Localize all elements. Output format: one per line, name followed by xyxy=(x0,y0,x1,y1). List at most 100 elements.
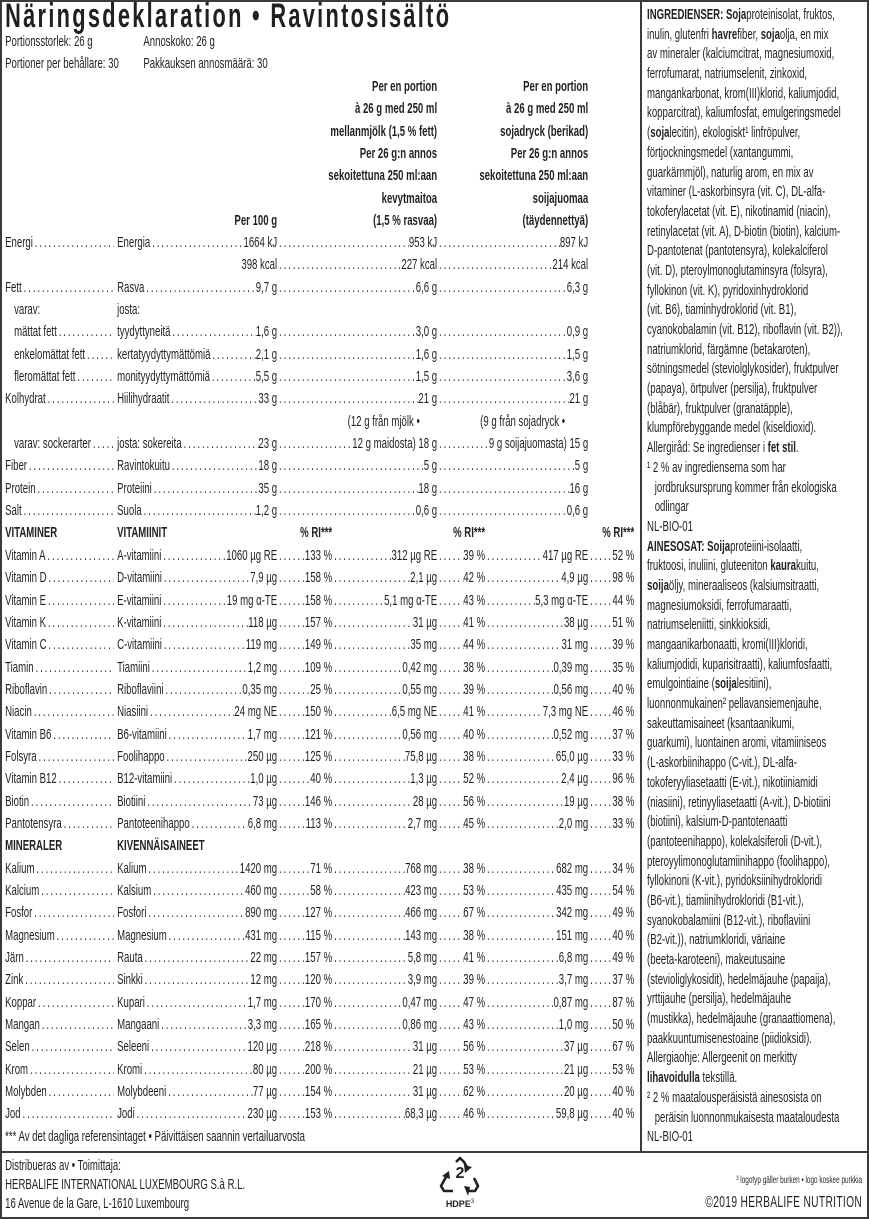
leader-dots xyxy=(277,433,352,455)
cell: 312 µg RE xyxy=(332,545,438,567)
value-per-100g: 1,0 µg xyxy=(250,770,278,788)
cell: 0,52 mg xyxy=(485,724,588,746)
leader-dots xyxy=(46,388,114,410)
value-milk: 6,5 mg NE xyxy=(391,703,438,721)
value-milk: 953 kJ xyxy=(408,234,438,251)
cell: Vitamin D xyxy=(5,567,114,589)
ingredients-line: fyllokinoni (K-vit.), pyridoksiinihydrok… xyxy=(647,872,823,890)
ri-per-100g: 158 % xyxy=(304,569,333,587)
recycle-icon xyxy=(439,1156,480,1196)
cell: VITAMIINIT xyxy=(117,522,277,544)
value-milk: 12 g maidosta) 18 g xyxy=(352,435,438,453)
leader-dots xyxy=(143,969,251,991)
cell: 423 mg xyxy=(332,880,437,902)
cell: Riboflavin xyxy=(5,679,114,701)
leader-dots xyxy=(332,1014,402,1036)
leader-dots xyxy=(332,768,410,790)
mineral-row: Krom Kromi 80 µg 200 % 21 µg 53 % 21 µg 53 % xyxy=(0,1059,640,1081)
value-soy: 2,0 mg xyxy=(558,814,589,832)
nutrient-name-fi: Seleeni xyxy=(117,1038,150,1056)
ri-milk: 43 % xyxy=(463,591,486,609)
ri-milk: 40 % xyxy=(463,725,486,743)
cell: Vitamin K xyxy=(5,612,114,634)
leader-dots xyxy=(33,232,114,254)
value-soy: 21 µg xyxy=(563,1060,589,1078)
nutrient-name-sv: Krom xyxy=(5,1060,29,1078)
ri-soy: 37 % xyxy=(612,725,635,743)
nutrient-row: varav: sockerarter josta: sokereita 23 g 12… xyxy=(0,433,640,455)
ri-milk: 38 % xyxy=(463,658,486,676)
cell: Foolihappo 250 µg xyxy=(117,746,277,768)
cell: 0,56 mg xyxy=(485,679,588,701)
cell: 31 µg xyxy=(332,1036,437,1058)
leader-dots xyxy=(437,880,463,902)
value-soy: 214 kcal xyxy=(552,256,589,274)
nutrient-name-sv: Vitamin A xyxy=(5,546,46,564)
leader-dots xyxy=(151,880,245,902)
leader-dots xyxy=(485,545,542,567)
ingredients-line: kaliumjodidi, kuparisitraatti), kaliumfo… xyxy=(647,655,833,673)
value-per-100g: 5,5 g xyxy=(255,368,278,386)
leader-dots xyxy=(277,567,305,589)
cell: 43 % xyxy=(437,1014,485,1036)
leader-dots xyxy=(588,947,612,969)
vitamin-row: Biotin Biotiini 73 µg 146 % 28 µg 56 % 19 µg 38… xyxy=(0,791,640,813)
leader-dots xyxy=(437,858,463,880)
value-milk: 0,47 mg xyxy=(402,993,438,1011)
cell: 0,42 mg xyxy=(332,657,437,679)
header-milk-line: à 26 g med 250 ml xyxy=(354,100,438,118)
leader-dots xyxy=(332,1059,413,1081)
vitamins-header: VITAMINER VITAMIINIT % RI*** % RI*** % RI*** xyxy=(0,522,640,544)
leader-dots xyxy=(172,768,250,790)
leader-dots xyxy=(39,880,114,902)
milk-sugar-note: (12 g från mjölk • xyxy=(347,412,420,430)
nutrient-name-sv: enkelomättat fett xyxy=(14,345,86,363)
ri-milk: 62 % xyxy=(463,1083,486,1101)
ingredients-panel: INGREDIENSER: Sojaproteinisolat, fruktos… xyxy=(647,5,865,1147)
ri-milk: 38 % xyxy=(463,926,486,944)
cell: 109 % xyxy=(277,657,332,679)
ingredients-line: magnesiumoksidi, ferrofumaraatti, xyxy=(647,596,792,614)
leader-dots xyxy=(277,321,416,343)
value-soy: 37 µg xyxy=(563,1038,589,1056)
mineral-row: Zink Sinkki 12 mg 120 % 3,9 mg 39 % 3,7 mg 37 % xyxy=(0,969,640,991)
cell: 41 % xyxy=(437,612,485,634)
cell: 96 % xyxy=(588,768,634,790)
cell: (9 g från sojadryck • xyxy=(437,411,588,433)
cell: 3,7 mg xyxy=(485,969,588,991)
cell: Kalium 1420 mg xyxy=(117,858,277,880)
header-soy-line: Per en portion xyxy=(523,78,589,95)
ingredients-line: guarkärnmjöl), naturlig arom, en mix av xyxy=(647,163,814,181)
cell: 37 % xyxy=(588,724,634,746)
value-per-100g: 23 g xyxy=(258,435,278,453)
vitamin-row: Vitamin B6 B6-vitamiini 1,7 mg 121 % 0,56 mg… xyxy=(0,724,640,746)
ingredients-line: av mineraler (kalciumcitrat, magnesiumox… xyxy=(647,45,835,63)
cell: Proteiini 35 g xyxy=(117,478,277,500)
nutrient-name-sv: Selen xyxy=(5,1038,30,1056)
ri-per-100g: 133 % xyxy=(304,546,333,564)
cell: 125 % xyxy=(277,746,332,768)
leader-dots xyxy=(437,1036,463,1058)
ingredients-line: (papaya), örtpulver (persilja), fruktpul… xyxy=(647,380,818,398)
ingredients-line: (beeta-karoteeni), makeutusaine xyxy=(647,951,786,968)
cell: 39 % xyxy=(588,634,634,656)
value-per-100g: 24 mg NE xyxy=(234,703,278,721)
cell: 41 % xyxy=(437,701,485,723)
nutrient-name-fi: josta: xyxy=(117,301,141,319)
ri-soy: 50 % xyxy=(612,1016,635,1034)
ri-per-100g: 113 % xyxy=(305,814,333,832)
value-milk: 75,8 µg xyxy=(404,747,438,765)
servings-count-fi: Pakkauksen annosmäärä: 30 xyxy=(143,55,268,73)
cell: 7,3 mg NE xyxy=(485,701,588,723)
nutrient-name-sv: Niacin xyxy=(5,703,32,721)
ingredients-line: jordbruksursprung kommer från ekologiska xyxy=(654,478,837,496)
cell: 50 % xyxy=(588,1014,634,1036)
value-soy: 417 µg RE xyxy=(542,546,589,564)
leader-dots xyxy=(161,590,226,612)
leader-dots xyxy=(588,880,612,902)
leader-dots xyxy=(162,567,250,589)
value-soy: 20 µg xyxy=(563,1083,589,1101)
leader-dots xyxy=(46,545,114,567)
cell: 38 % xyxy=(437,657,485,679)
value-per-100g: 6,8 mg xyxy=(247,814,278,832)
